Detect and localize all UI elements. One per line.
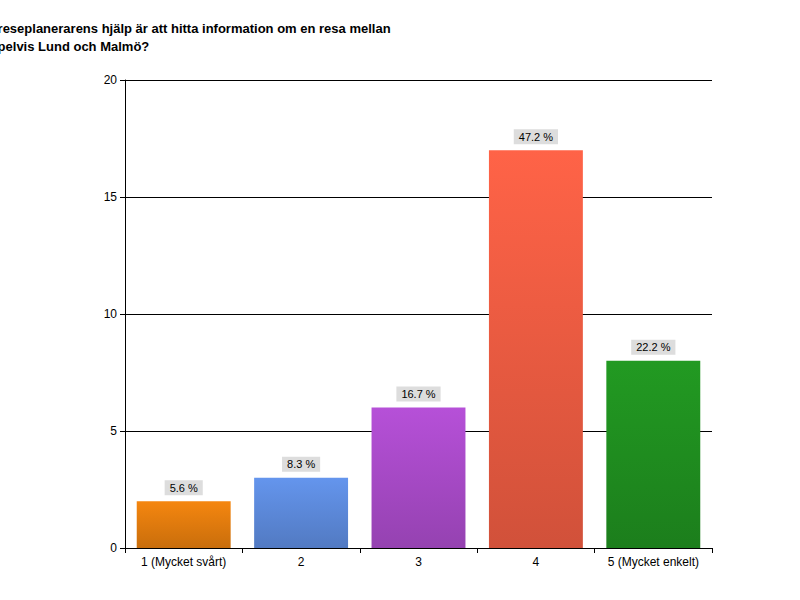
svg-text:8.3 %: 8.3 % — [287, 458, 315, 470]
svg-text:På en skala, hur enkelt tycker: På en skala, hur enkelt tycker du att de… — [0, 21, 391, 36]
svg-text:2: 2 — [298, 555, 305, 569]
svg-text:1 (Mycket svårt): 1 (Mycket svårt) — [141, 555, 226, 569]
svg-text:3: 3 — [415, 555, 422, 569]
svg-text:5.6 %: 5.6 % — [170, 482, 198, 494]
svg-text:4: 4 — [533, 555, 540, 569]
svg-text:10: 10 — [104, 307, 118, 321]
svg-text:15: 15 — [104, 190, 118, 204]
svg-text:5: 5 — [110, 424, 117, 438]
svg-text:exempelvis Lund och Malmö?: exempelvis Lund och Malmö? — [0, 39, 149, 54]
svg-text:20: 20 — [104, 73, 118, 87]
svg-text:0: 0 — [110, 541, 117, 555]
svg-text:5 (Mycket enkelt): 5 (Mycket enkelt) — [608, 555, 699, 569]
svg-text:22.2 %: 22.2 % — [636, 341, 670, 353]
svg-text:47.2 %: 47.2 % — [519, 131, 553, 143]
svg-text:16.7 %: 16.7 % — [401, 388, 435, 400]
